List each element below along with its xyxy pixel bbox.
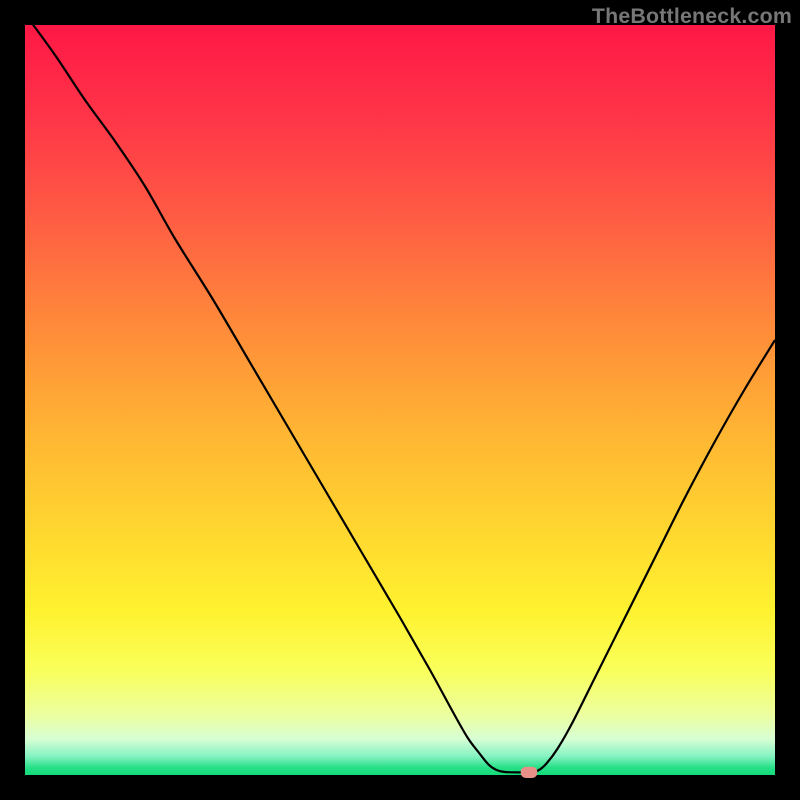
chart-svg <box>0 0 800 800</box>
plot-background <box>25 25 775 775</box>
bottleneck-chart: TheBottleneck.com <box>0 0 800 800</box>
watermark-text: TheBottleneck.com <box>592 4 792 29</box>
optimal-point-marker <box>521 767 538 778</box>
